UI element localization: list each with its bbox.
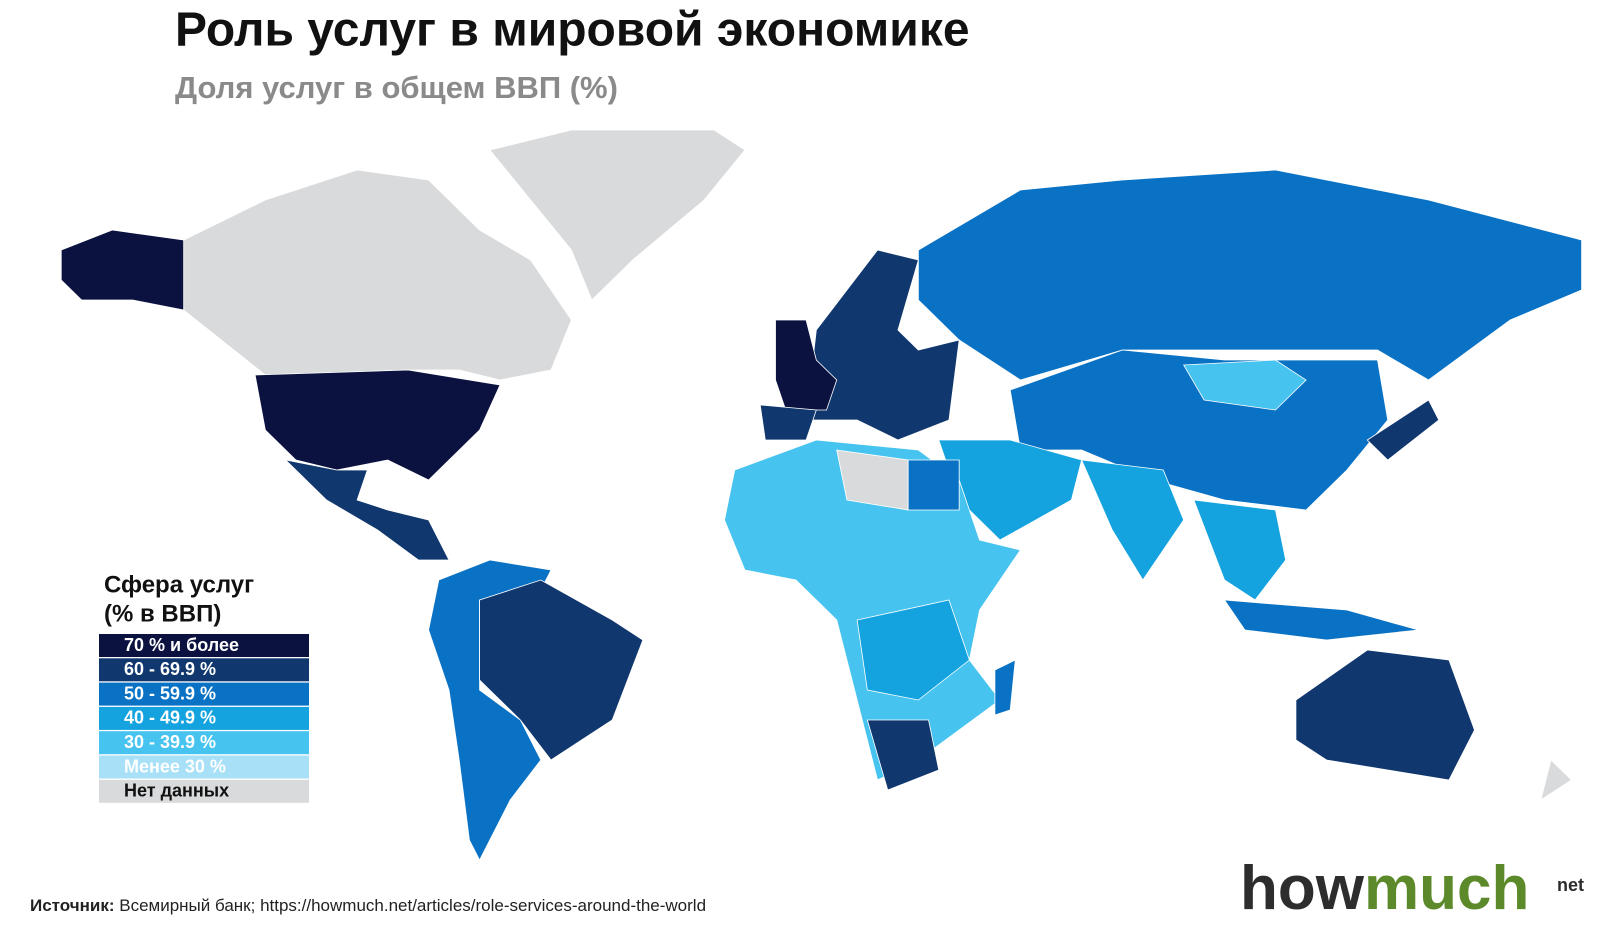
south-africa bbox=[866, 719, 940, 791]
alaska bbox=[60, 229, 185, 311]
europe bbox=[805, 249, 960, 441]
madagascar bbox=[994, 659, 1016, 716]
source-prefix: Источник: bbox=[30, 896, 115, 915]
brazil bbox=[479, 579, 644, 761]
subtitle: Доля услуг в общем ВВП (%) bbox=[175, 70, 618, 105]
indonesia bbox=[1223, 599, 1419, 641]
legend-label: 70 % и более bbox=[124, 635, 239, 655]
legend: 70 % и более 60 - 69.9 % 50 - 59.9 % 40 - 4… bbox=[99, 634, 309, 803]
central-africa bbox=[856, 599, 970, 701]
legend-swatch bbox=[99, 755, 309, 779]
legend-label: 30 - 39.9 % bbox=[124, 732, 216, 752]
greenland bbox=[489, 129, 746, 301]
legend-swatch bbox=[99, 682, 309, 706]
source-text: Всемирный банк; https://howmuch.net/arti… bbox=[119, 896, 706, 915]
spain bbox=[759, 404, 817, 441]
legend-label: 40 - 49.9 % bbox=[124, 708, 216, 728]
title: Роль услуг в мировой экономике bbox=[175, 4, 970, 57]
legend-swatch bbox=[99, 731, 309, 755]
world-map bbox=[60, 129, 1583, 861]
logo-much: much bbox=[1364, 854, 1529, 923]
japan bbox=[1366, 399, 1440, 461]
logo: howmuch bbox=[1240, 854, 1529, 923]
western-europe bbox=[775, 319, 838, 411]
new-zealand bbox=[1540, 759, 1573, 801]
legend-swatch bbox=[99, 779, 309, 803]
legend-title: Сфера услуг bbox=[104, 571, 254, 598]
india bbox=[1080, 459, 1185, 581]
usa bbox=[254, 369, 501, 481]
legend-label: 50 - 59.9 % bbox=[124, 683, 216, 703]
source: Источник: Всемирный банк; https://howmuc… bbox=[30, 896, 706, 915]
logo-how: how bbox=[1240, 854, 1365, 923]
legend-label: Нет данных bbox=[124, 781, 229, 801]
legend-label: 60 - 69.9 % bbox=[124, 659, 216, 679]
russia bbox=[917, 169, 1583, 381]
legend-label: Менее 30 % bbox=[124, 756, 226, 776]
egypt bbox=[907, 459, 960, 511]
logo-net: net bbox=[1557, 875, 1584, 895]
legend-swatch bbox=[99, 658, 309, 682]
southeast-asia bbox=[1193, 499, 1287, 601]
legend-swatch bbox=[99, 706, 309, 730]
legend-swatch bbox=[99, 634, 309, 657]
australia bbox=[1295, 649, 1475, 781]
legend-subtitle: (% в ВВП) bbox=[104, 600, 221, 627]
south-america bbox=[428, 559, 552, 861]
mongolia bbox=[1182, 359, 1307, 411]
canada bbox=[183, 169, 572, 381]
mexico bbox=[284, 459, 450, 561]
